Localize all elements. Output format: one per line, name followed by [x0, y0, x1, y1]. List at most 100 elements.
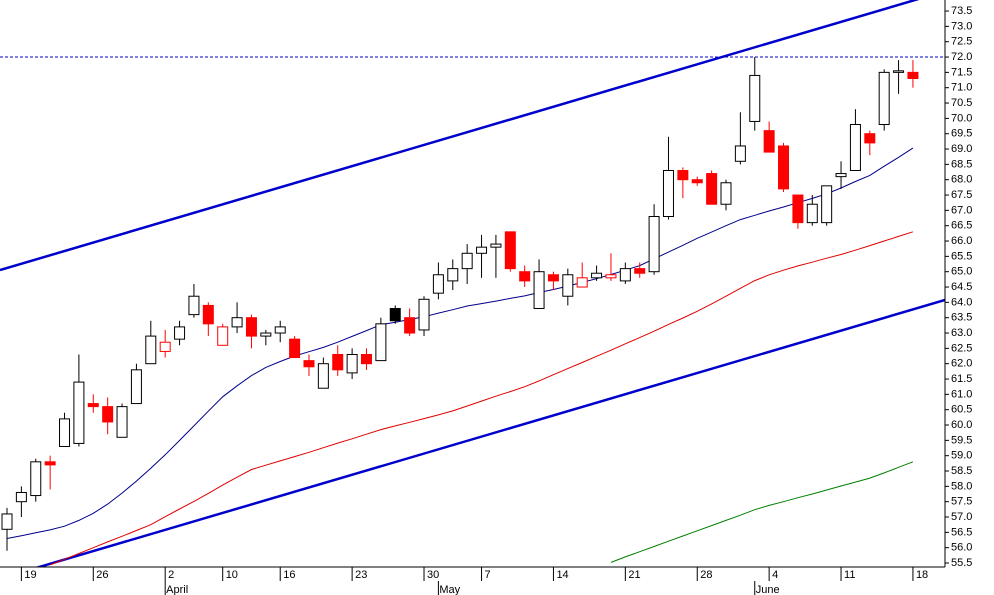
x-tick-label: 26	[96, 569, 108, 581]
y-tick-label: 71.0	[951, 82, 972, 94]
candle-body	[706, 173, 718, 205]
candle-body	[44, 461, 56, 466]
candle-body	[562, 274, 574, 297]
x-tick-label: 30	[427, 569, 439, 581]
candle-body	[389, 307, 401, 322]
y-tick-label: 58.5	[951, 465, 972, 477]
y-tick-label: 73.0	[951, 20, 972, 32]
y-tick-label: 64.0	[951, 296, 972, 308]
candle-body	[346, 353, 358, 374]
month-label: April	[166, 584, 188, 595]
candle-body	[432, 274, 444, 294]
y-tick-label: 57.5	[951, 496, 972, 508]
candle-body	[1, 513, 13, 530]
y-tick-label: 68.5	[951, 158, 972, 170]
y-tick-label: 68.0	[951, 174, 972, 186]
x-tick-label: 4	[772, 569, 778, 581]
y-tick-label: 70.0	[951, 112, 972, 124]
candle-body	[677, 169, 689, 181]
candle-body	[763, 130, 775, 153]
candle-body	[821, 185, 833, 224]
candle-body	[878, 71, 890, 126]
average-line	[49, 231, 914, 566]
y-tick-label: 56.0	[951, 542, 972, 554]
x-tick-label: 18	[916, 569, 928, 581]
y-tick-label: 69.5	[951, 128, 972, 140]
candle-body	[893, 70, 905, 73]
y-tick-label: 58.0	[951, 480, 972, 492]
y-tick-label: 56.5	[951, 526, 972, 538]
candle-body	[490, 243, 502, 248]
y-tick-label: 69.0	[951, 143, 972, 155]
y-tick-label: 66.5	[951, 220, 972, 232]
x-tick-label: 14	[556, 569, 568, 581]
y-tick-label: 61.0	[951, 388, 972, 400]
candle-body	[188, 295, 200, 316]
x-tick-label: 19	[24, 569, 36, 581]
candle-body	[303, 360, 315, 368]
y-tick-label: 62.5	[951, 342, 972, 354]
month-label: May	[439, 584, 460, 595]
candle-body	[404, 317, 416, 334]
y-tick-label: 65.0	[951, 266, 972, 278]
candle-body	[547, 274, 559, 282]
candle-body	[202, 304, 214, 325]
candle-body	[73, 381, 85, 444]
y-tick-label: 57.0	[951, 511, 972, 523]
candle-body	[418, 298, 430, 331]
candle-body	[145, 335, 157, 365]
y-tick-label: 60.0	[951, 419, 972, 431]
candle-body	[59, 418, 71, 447]
y-tick-label: 71.5	[951, 66, 972, 78]
average-line	[6, 147, 914, 539]
y-tick-label: 66.0	[951, 235, 972, 247]
candle-body	[605, 274, 617, 279]
x-tick-label: 16	[283, 569, 295, 581]
y-tick-label: 67.5	[951, 189, 972, 201]
candle-body	[591, 272, 603, 279]
candle-body	[102, 406, 114, 423]
candle-body	[648, 215, 660, 273]
candle-body	[734, 145, 746, 162]
y-tick-label: 72.5	[951, 36, 972, 48]
y-tick-label: 62.0	[951, 358, 972, 370]
candle-body	[619, 268, 631, 282]
candle-body	[849, 124, 861, 171]
plot-area	[0, 0, 945, 567]
candle-body	[720, 182, 732, 205]
candle-body	[30, 461, 42, 497]
trend-line	[34, 298, 945, 567]
candle-body	[634, 268, 646, 274]
candle-body	[504, 231, 516, 270]
x-tick-label: 23	[355, 569, 367, 581]
candle-body	[15, 491, 27, 503]
y-tick-label: 59.5	[951, 434, 972, 446]
candle-body	[806, 203, 818, 224]
candle-body	[231, 317, 243, 328]
candle-body	[792, 194, 804, 224]
candle-body	[87, 403, 99, 408]
candle-body	[533, 271, 545, 309]
y-tick-label: 70.5	[951, 97, 972, 109]
candle-body	[907, 71, 919, 80]
y-tick-label: 73.5	[951, 5, 972, 17]
candle-body	[778, 145, 790, 190]
candle-body	[864, 133, 876, 144]
candle-body	[274, 326, 286, 334]
y-tick-label: 65.5	[951, 250, 972, 262]
y-tick-label: 64.5	[951, 281, 972, 293]
x-tick-label: 2	[168, 569, 174, 581]
candle-body	[130, 369, 142, 405]
candle-body	[519, 271, 531, 282]
candle-body	[662, 169, 674, 217]
candle-body	[835, 173, 847, 178]
average-line	[610, 461, 914, 563]
y-tick-label: 55.5	[951, 557, 972, 569]
x-tick-label: 11	[844, 569, 855, 581]
candle-body	[174, 326, 186, 340]
candle-body	[461, 252, 473, 270]
month-label: June	[756, 584, 780, 595]
candle-body	[260, 332, 272, 337]
